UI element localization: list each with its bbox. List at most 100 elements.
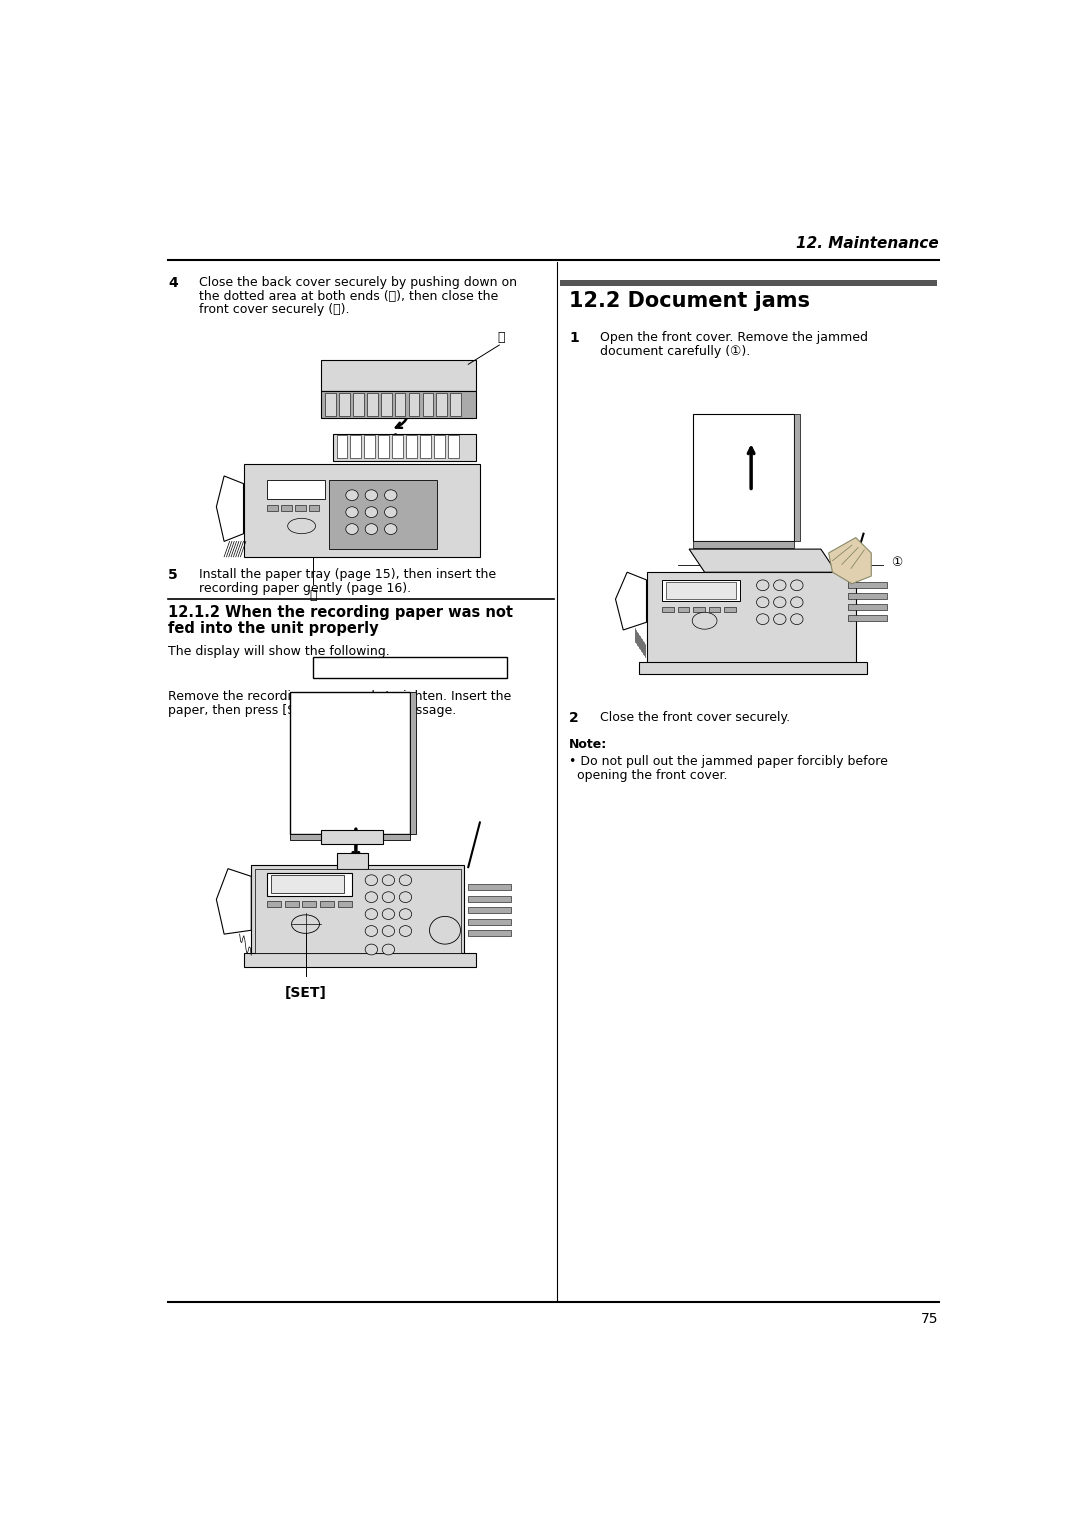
- Bar: [333, 434, 476, 460]
- Bar: [295, 506, 306, 512]
- Ellipse shape: [791, 581, 804, 591]
- Ellipse shape: [384, 524, 397, 535]
- Polygon shape: [216, 868, 252, 934]
- Ellipse shape: [365, 507, 378, 518]
- Bar: [321, 391, 476, 419]
- Bar: [638, 662, 867, 674]
- Text: document carefully (①).: document carefully (①).: [600, 345, 751, 358]
- Bar: [436, 393, 447, 416]
- Bar: [662, 607, 674, 613]
- Bar: [321, 902, 334, 908]
- Text: 5: 5: [168, 568, 178, 582]
- Bar: [469, 918, 511, 924]
- Ellipse shape: [757, 597, 769, 608]
- Bar: [337, 435, 348, 458]
- Ellipse shape: [365, 490, 378, 501]
- Ellipse shape: [365, 926, 378, 937]
- Text: front cover securely (ⓙ).: front cover securely (ⓙ).: [200, 304, 350, 316]
- Polygon shape: [689, 549, 836, 571]
- Ellipse shape: [365, 876, 378, 886]
- Text: CHECK PAPER: CHECK PAPER: [370, 662, 449, 674]
- Bar: [794, 414, 800, 541]
- Bar: [394, 393, 405, 416]
- Bar: [406, 435, 417, 458]
- Ellipse shape: [791, 614, 804, 625]
- Text: 12.1.2 When the recording paper was not: 12.1.2 When the recording paper was not: [168, 605, 513, 620]
- Bar: [252, 865, 464, 957]
- Bar: [267, 872, 352, 895]
- Polygon shape: [216, 475, 243, 541]
- Ellipse shape: [791, 597, 804, 608]
- Text: Install the paper tray (page 15), then insert the: Install the paper tray (page 15), then i…: [200, 568, 497, 581]
- Bar: [353, 393, 364, 416]
- Bar: [380, 393, 392, 416]
- Ellipse shape: [287, 518, 315, 533]
- Ellipse shape: [382, 892, 394, 903]
- Text: 12.2 Document jams: 12.2 Document jams: [569, 292, 810, 312]
- Ellipse shape: [292, 915, 320, 934]
- Bar: [338, 902, 352, 908]
- Ellipse shape: [757, 614, 769, 625]
- Ellipse shape: [692, 613, 717, 630]
- Ellipse shape: [382, 909, 394, 920]
- Bar: [469, 931, 511, 937]
- Bar: [420, 435, 431, 458]
- Ellipse shape: [773, 614, 786, 625]
- Bar: [350, 435, 362, 458]
- Text: • Do not pull out the jammed paper forcibly before: • Do not pull out the jammed paper forci…: [569, 755, 888, 767]
- Bar: [267, 480, 325, 500]
- Bar: [313, 657, 507, 678]
- Text: 4: 4: [168, 275, 178, 290]
- Bar: [724, 607, 735, 613]
- Text: paper, then press [SET] to clear the message.: paper, then press [SET] to clear the mes…: [168, 704, 457, 717]
- Bar: [848, 582, 887, 588]
- Text: 1: 1: [569, 332, 579, 345]
- Bar: [243, 953, 476, 967]
- Bar: [339, 393, 350, 416]
- Text: fed into the unit properly: fed into the unit properly: [168, 620, 379, 636]
- Bar: [448, 435, 459, 458]
- Ellipse shape: [773, 581, 786, 591]
- Text: Open the front cover. Remove the jammed: Open the front cover. Remove the jammed: [600, 332, 868, 344]
- Text: opening the front cover.: opening the front cover.: [569, 769, 728, 781]
- Bar: [469, 895, 511, 902]
- Bar: [408, 393, 419, 416]
- Text: Remove the recording paper and straighten. Insert the: Remove the recording paper and straighte…: [168, 691, 512, 703]
- Bar: [422, 393, 433, 416]
- Bar: [559, 280, 937, 286]
- Ellipse shape: [365, 944, 378, 955]
- Text: ①: ①: [891, 556, 902, 568]
- Ellipse shape: [773, 597, 786, 608]
- Bar: [647, 571, 855, 665]
- Bar: [410, 692, 416, 834]
- Bar: [267, 506, 278, 512]
- Text: the dotted area at both ends (ⓘ), then close the: the dotted area at both ends (ⓘ), then c…: [200, 290, 499, 303]
- Bar: [271, 876, 345, 894]
- Ellipse shape: [400, 926, 411, 937]
- Text: recording paper gently (page 16).: recording paper gently (page 16).: [200, 582, 411, 596]
- Bar: [243, 465, 480, 556]
- Text: Ⓣ: Ⓣ: [310, 588, 318, 602]
- Ellipse shape: [757, 581, 769, 591]
- Ellipse shape: [430, 917, 460, 944]
- Text: Close the front cover securely.: Close the front cover securely.: [600, 711, 791, 724]
- Bar: [469, 885, 511, 891]
- Bar: [693, 607, 704, 613]
- Text: [SET]: [SET]: [284, 986, 326, 999]
- Bar: [291, 692, 410, 834]
- Ellipse shape: [365, 892, 378, 903]
- Bar: [848, 614, 887, 620]
- Bar: [364, 435, 375, 458]
- Bar: [367, 393, 378, 416]
- Text: Close the back cover securely by pushing down on: Close the back cover securely by pushing…: [200, 275, 517, 289]
- Bar: [255, 868, 460, 953]
- Bar: [708, 607, 720, 613]
- Bar: [392, 435, 403, 458]
- Text: Note:: Note:: [569, 738, 607, 750]
- Bar: [291, 834, 410, 840]
- Text: 12. Maintenance: 12. Maintenance: [796, 235, 939, 251]
- Bar: [450, 393, 461, 416]
- Bar: [281, 506, 292, 512]
- Text: The display will show the following.: The display will show the following.: [168, 645, 390, 659]
- Ellipse shape: [346, 490, 359, 501]
